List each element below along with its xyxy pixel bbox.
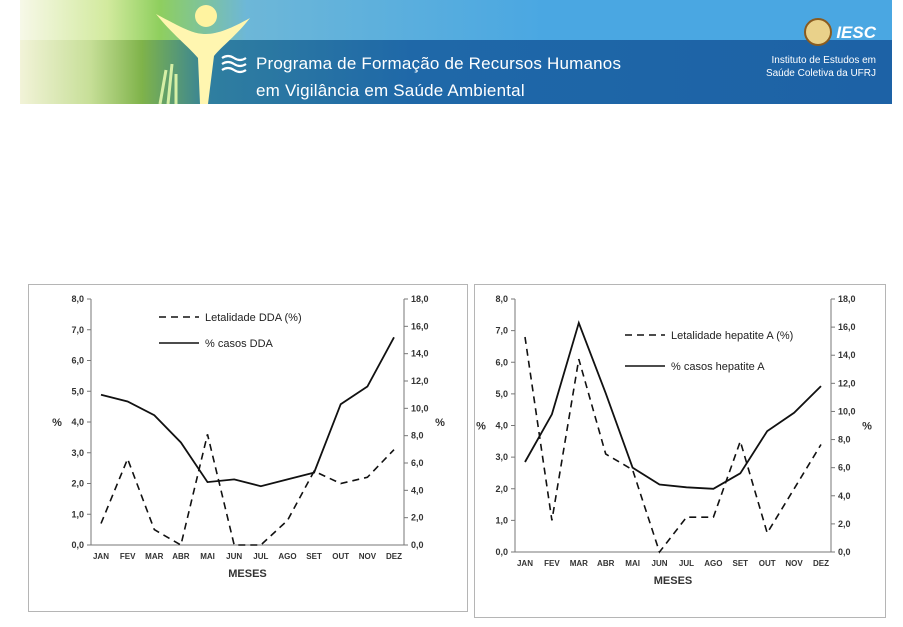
- institution-brand-text: IESC: [836, 22, 876, 42]
- y-axis-title-right: %: [862, 421, 872, 433]
- program-logo: [156, 5, 250, 104]
- y-tick-label-right: 4,0: [411, 485, 424, 495]
- x-tick-label: FEV: [120, 552, 136, 561]
- legend-label: % casos DDA: [205, 338, 274, 350]
- x-tick-label: JUL: [253, 552, 268, 561]
- y-tick-label-left: 1,0: [71, 509, 84, 519]
- x-tick-label: NOV: [785, 559, 803, 568]
- x-tick-label: SET: [306, 552, 322, 561]
- y-tick-label-right: 12,0: [411, 376, 429, 386]
- x-tick-label: JAN: [93, 552, 109, 561]
- y-tick-label-left: 0,0: [71, 540, 84, 550]
- x-tick-label: NOV: [359, 552, 377, 561]
- y-tick-label-left: 3,0: [71, 448, 84, 458]
- x-tick-label: ABR: [172, 552, 190, 561]
- y-tick-label-left: 8,0: [71, 294, 84, 304]
- logo-head-icon: [195, 5, 217, 27]
- y-tick-label-right: 14,0: [838, 350, 856, 360]
- x-tick-label: JUN: [652, 559, 668, 568]
- x-tick-label: OUT: [759, 559, 776, 568]
- y-tick-label-right: 12,0: [838, 378, 856, 388]
- y-tick-label-left: 3,0: [495, 452, 508, 462]
- x-tick-label: JAN: [517, 559, 533, 568]
- y-tick-label-left: 8,0: [495, 294, 508, 304]
- y-tick-label-right: 6,0: [411, 458, 424, 468]
- x-tick-label: OUT: [332, 552, 349, 561]
- x-tick-label: AGO: [704, 559, 722, 568]
- y-tick-label-left: 7,0: [71, 325, 84, 335]
- legend-label: Letalidade hepatite A (%): [671, 330, 793, 342]
- y-tick-label-right: 18,0: [838, 294, 856, 304]
- y-tick-label-right: 8,0: [838, 435, 851, 445]
- y-tick-label-left: 4,0: [495, 421, 508, 431]
- header-banner: Programa de Formação de Recursos Humanos…: [20, 0, 892, 104]
- y-tick-label-right: 14,0: [411, 349, 429, 359]
- y-tick-label-right: 10,0: [838, 406, 856, 416]
- institution-line-1: Instituto de Estudos em: [771, 55, 876, 66]
- y-axis-title-left: %: [52, 417, 62, 429]
- y-tick-label-right: 0,0: [838, 547, 851, 557]
- seal-icon: [804, 18, 833, 46]
- x-tick-label: SET: [732, 559, 748, 568]
- y-tick-label-right: 16,0: [838, 322, 856, 332]
- y-tick-label-left: 1,0: [495, 515, 508, 525]
- x-tick-label: MAR: [570, 559, 588, 568]
- title-line-1: Programa de Formação de Recursos Humanos: [256, 54, 622, 73]
- institution-line-2: Saúde Coletiva da UFRJ: [765, 68, 876, 79]
- chart-dda: 0,0 1,0 2,0 3,0 4,0 5,0 6,0 7,0 8,0 0,0 2,0 4,0 6,0 8…: [52, 294, 445, 580]
- x-tick-label: DEZ: [813, 559, 829, 568]
- y-tick-label-right: 10,0: [411, 403, 429, 413]
- x-tick-label: MAR: [145, 552, 163, 561]
- y-tick-label-left: 4,0: [71, 417, 84, 427]
- series-line-casos: [524, 320, 822, 490]
- y-tick-label-right: 2,0: [411, 513, 424, 523]
- y-tick-label-right: 2,0: [838, 519, 851, 529]
- series-line-letalidade: [524, 336, 822, 554]
- title-line-2: em Vigilância em Saúde Ambiental: [256, 81, 525, 100]
- series-line-casos: [100, 336, 395, 488]
- y-tick-label-left: 7,0: [495, 326, 508, 336]
- chart-panel-dda: 0,0 1,0 2,0 3,0 4,0 5,0 6,0 7,0 8,0 0,0 2,0 4,0 6,0 8…: [28, 284, 468, 612]
- y-tick-label-right: 8,0: [411, 431, 424, 441]
- y-tick-label-right: 18,0: [411, 294, 429, 304]
- series-line-letalidade: [100, 434, 395, 547]
- y-axis-title-left: %: [476, 421, 486, 433]
- legend-label: % casos hepatite A: [671, 361, 765, 373]
- institution-brand: IESC: [766, 18, 876, 46]
- x-tick-label: AGO: [278, 552, 296, 561]
- program-title: Programa de Formação de Recursos Humanos…: [256, 50, 621, 104]
- x-tick-label: JUL: [679, 559, 694, 568]
- y-tick-label-left: 2,0: [71, 479, 84, 489]
- x-tick-label: DEZ: [386, 552, 402, 561]
- grass-icon: [158, 63, 178, 104]
- x-axis-title: MESES: [228, 568, 267, 580]
- y-tick-label-left: 6,0: [71, 356, 84, 366]
- institution-block: IESC Instituto de Estudos em Saúde Colet…: [766, 18, 876, 80]
- y-axis-title-right: %: [435, 417, 445, 429]
- y-tick-label-right: 16,0: [411, 321, 429, 331]
- y-tick-label-right: 4,0: [838, 491, 851, 501]
- logo-figure-icon: [156, 14, 250, 104]
- y-tick-label-right: 0,0: [411, 540, 424, 550]
- x-axis-title: MESES: [654, 575, 693, 587]
- x-tick-label: MAI: [625, 559, 640, 568]
- y-tick-label-left: 6,0: [495, 357, 508, 367]
- chart-panel-hepatite: 0,0 1,0 2,0 3,0 4,0 5,0 6,0 7,0 8,0 0,0 2,0 4,0 6,0 8…: [474, 284, 886, 618]
- x-tick-label: MAI: [200, 552, 215, 561]
- y-tick-label-left: 5,0: [495, 389, 508, 399]
- x-tick-label: ABR: [597, 559, 615, 568]
- y-tick-label-right: 6,0: [838, 463, 851, 473]
- waves-icon: [221, 54, 247, 74]
- x-tick-label: FEV: [544, 559, 560, 568]
- legend-label: Letalidade DDA (%): [205, 312, 302, 324]
- y-tick-label-left: 5,0: [71, 386, 84, 396]
- x-tick-label: JUN: [226, 552, 242, 561]
- y-tick-label-left: 0,0: [495, 547, 508, 557]
- chart-hepatite: 0,0 1,0 2,0 3,0 4,0 5,0 6,0 7,0 8,0 0,0 2,0 4,0 6,0 8…: [476, 294, 872, 587]
- y-tick-label-left: 2,0: [495, 484, 508, 494]
